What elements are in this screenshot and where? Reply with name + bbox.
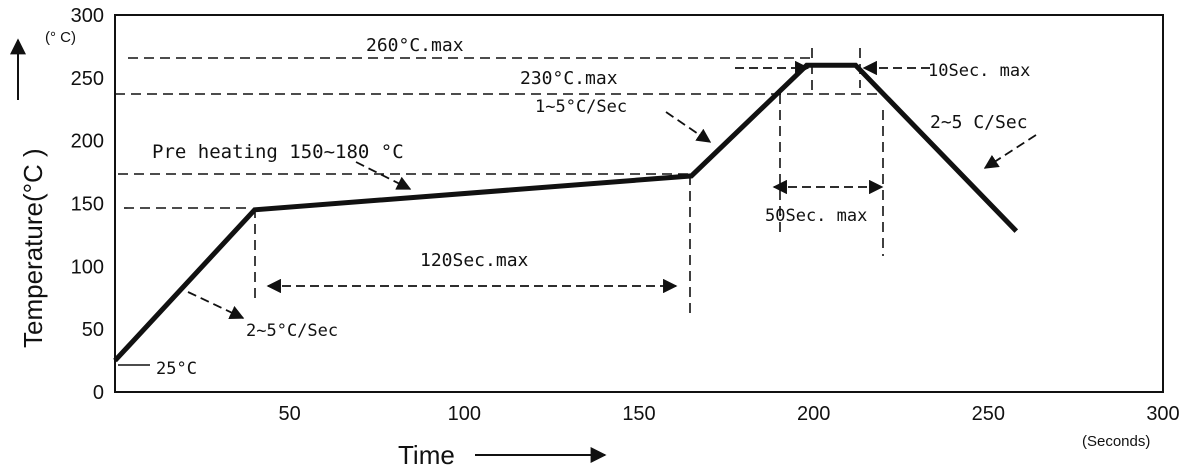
liquidus-time-label: 50Sec. max <box>765 206 867 226</box>
x-axis-label: Time <box>398 440 455 470</box>
y-tick-label: 50 <box>82 319 104 341</box>
ramp1-label: 2~5°C/Sec <box>246 321 338 341</box>
preheat-pointer-arrow <box>355 161 412 190</box>
y-axis-unit: (° C) <box>45 29 76 46</box>
annotation-arrows <box>187 60 1037 319</box>
y-tick-label: 250 <box>71 68 104 90</box>
reference-lines <box>115 48 885 315</box>
x-tick-label: 50 <box>279 403 301 425</box>
ramp1-pointer-arrow <box>187 291 245 319</box>
ramp2-label: 1~5°C/Sec <box>535 97 627 117</box>
cooling-label: 2~5 C/Sec <box>930 112 1028 133</box>
y-tick-label: 100 <box>71 256 104 278</box>
x-tick-label: 250 <box>972 403 1005 425</box>
preheat-time-label: 120Sec.max <box>420 250 529 271</box>
plot-frame <box>114 14 1164 393</box>
y-tick-label: 0 <box>93 382 104 404</box>
start-temp-label: 25°C <box>156 359 197 379</box>
peak-label: 260°C.max <box>366 35 464 56</box>
ramp2-pointer-arrow <box>665 111 712 143</box>
y-axis-label: Temperature(°C ) <box>18 148 48 348</box>
y-ticks: 0 50 100 150 200 250 300 <box>71 5 104 404</box>
x-tick-label: 300 <box>1146 403 1179 425</box>
temperature-profile-line <box>113 62 1019 363</box>
x-tick-label: 100 <box>448 403 481 425</box>
y-tick-label: 200 <box>71 131 104 153</box>
x-axis-unit: (Seconds) <box>1082 433 1150 450</box>
cooling-pointer-arrow <box>983 134 1037 169</box>
y-tick-label: 150 <box>71 194 104 216</box>
x-ticks: 50 100 150 200 250 300 <box>279 403 1180 425</box>
annotation-labels: 25°C 2~5°C/Sec Pre heating 150~180 °C 12… <box>152 35 1030 379</box>
peak-time-label: 10Sec. max <box>928 61 1030 81</box>
y-tick-label: 300 <box>71 5 104 27</box>
liquidus-label: 230°C.max <box>520 68 618 89</box>
x-tick-label: 150 <box>622 403 655 425</box>
preheat-label: Pre heating 150~180 °C <box>152 141 404 163</box>
x-tick-label: 200 <box>797 403 830 425</box>
